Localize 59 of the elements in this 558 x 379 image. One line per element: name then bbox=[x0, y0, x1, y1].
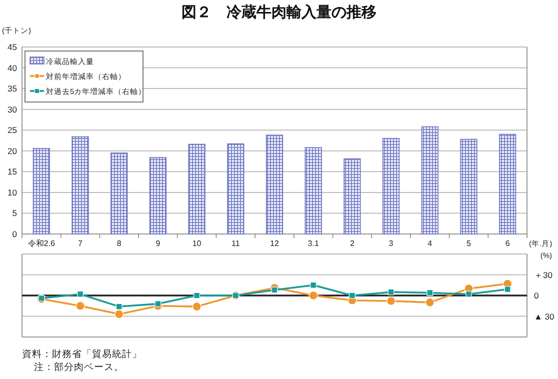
y-tick-label: 45 bbox=[8, 42, 18, 52]
bar bbox=[72, 136, 89, 234]
point bbox=[114, 310, 124, 319]
y-tick-label: ▲ 30 bbox=[534, 311, 554, 322]
point bbox=[308, 291, 318, 300]
point bbox=[192, 302, 202, 312]
y-tick-label: ＋30 bbox=[534, 270, 553, 280]
point bbox=[504, 286, 511, 292]
point bbox=[425, 298, 434, 307]
x-tick-label: 4 bbox=[428, 239, 433, 248]
y-tick-label: 15 bbox=[8, 166, 18, 177]
x-tick-label: 3.1 bbox=[308, 239, 320, 248]
point bbox=[426, 290, 434, 296]
y-tick-label: 25 bbox=[8, 125, 18, 136]
x-tick-label: 令和2.6 bbox=[28, 239, 56, 248]
y-tick-label: 0 bbox=[534, 290, 539, 300]
point bbox=[77, 290, 84, 298]
x-tick-label: 5 bbox=[466, 239, 472, 248]
text: 注：部分肉ベース。 bbox=[34, 361, 124, 373]
point bbox=[116, 303, 122, 310]
bar bbox=[460, 138, 478, 234]
point bbox=[154, 300, 162, 307]
point bbox=[348, 292, 356, 299]
bar bbox=[149, 157, 167, 234]
point bbox=[466, 290, 472, 298]
bar bbox=[421, 126, 438, 234]
bar bbox=[32, 148, 50, 234]
bar bbox=[344, 158, 361, 234]
point bbox=[194, 292, 200, 299]
y-tick-label: 0 bbox=[12, 229, 18, 239]
x-tick-label: 6 bbox=[505, 239, 510, 248]
y-tick-label: 35 bbox=[8, 84, 18, 94]
point bbox=[310, 282, 317, 288]
y-tick-label: 40 bbox=[8, 62, 18, 73]
point bbox=[271, 286, 278, 294]
point bbox=[386, 296, 396, 306]
bar bbox=[110, 152, 128, 234]
bar bbox=[382, 138, 400, 234]
bar bbox=[188, 144, 206, 234]
point bbox=[76, 301, 85, 310]
y-tick-label: 30 bbox=[8, 104, 18, 114]
y-tick-label: 10 bbox=[8, 187, 18, 198]
y-tick-label: 5 bbox=[12, 208, 18, 218]
point bbox=[388, 288, 394, 296]
x-tick-label: 9 bbox=[156, 239, 161, 248]
bar bbox=[499, 134, 516, 234]
y-tick-label: 20 bbox=[8, 146, 18, 156]
bar bbox=[227, 143, 244, 234]
x-tick-label: 10 bbox=[192, 239, 202, 248]
x-tick-label: 3 bbox=[388, 239, 394, 248]
x-tick-label: 7 bbox=[78, 239, 84, 248]
bar bbox=[266, 134, 284, 234]
x-tick-label: 11 bbox=[232, 239, 240, 248]
bar bbox=[304, 147, 322, 234]
text: 資料：財務省「貿易統計」 bbox=[22, 348, 142, 360]
chart-title: 図２ 冷蔵牛肉輸入量の推移 bbox=[182, 4, 376, 21]
x-tick-label: 2 bbox=[350, 239, 355, 248]
x-tick-label: 8 bbox=[116, 239, 122, 248]
x-tick-label: 12 bbox=[270, 239, 280, 248]
